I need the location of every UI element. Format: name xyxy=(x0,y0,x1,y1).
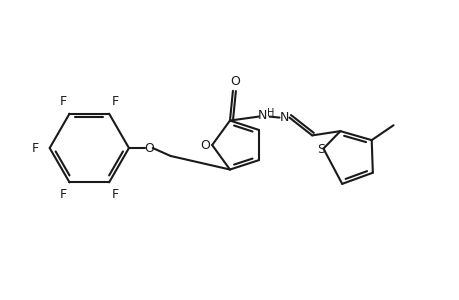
Text: N: N xyxy=(257,109,267,122)
Text: N: N xyxy=(279,111,289,124)
Text: O: O xyxy=(144,142,153,154)
Text: F: F xyxy=(60,188,67,201)
Text: O: O xyxy=(200,139,210,152)
Text: F: F xyxy=(60,95,67,108)
Text: S: S xyxy=(317,143,325,156)
Text: F: F xyxy=(31,142,38,154)
Text: F: F xyxy=(111,188,118,201)
Text: F: F xyxy=(111,95,118,108)
Text: O: O xyxy=(230,75,239,88)
Text: H: H xyxy=(266,108,274,118)
